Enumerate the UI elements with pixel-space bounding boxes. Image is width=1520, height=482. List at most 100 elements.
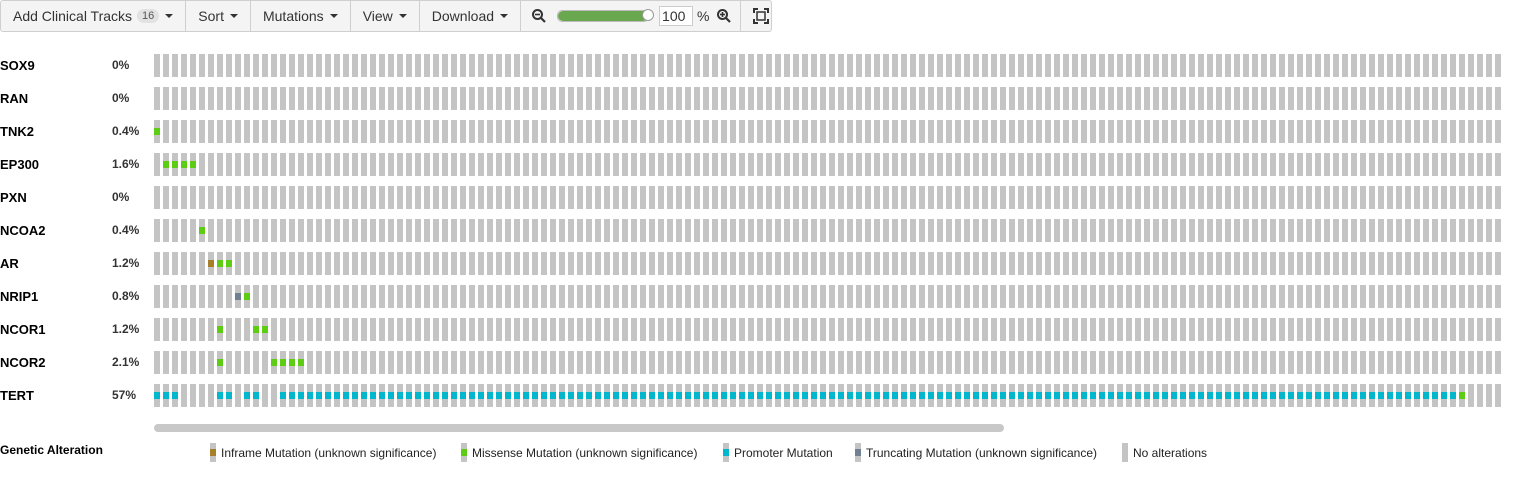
sample-cell[interactable] — [622, 384, 628, 407]
sample-cell[interactable] — [1252, 384, 1258, 407]
sample-cell[interactable] — [442, 318, 448, 341]
sample-cell[interactable] — [811, 384, 817, 407]
sample-cell[interactable] — [1153, 120, 1159, 143]
sample-cell[interactable] — [361, 186, 367, 209]
add-clinical-tracks-button[interactable]: Add Clinical Tracks 16 — [1, 1, 187, 31]
sample-cell[interactable] — [1171, 351, 1177, 374]
sample-cell[interactable] — [1207, 120, 1213, 143]
sample-cell[interactable] — [622, 120, 628, 143]
sample-cell[interactable] — [361, 285, 367, 308]
sample-cell[interactable] — [262, 351, 268, 374]
sample-cell[interactable] — [1387, 252, 1393, 275]
sample-cell[interactable] — [568, 285, 574, 308]
sample-cell[interactable] — [316, 384, 322, 407]
sample-cell[interactable] — [730, 54, 736, 77]
sample-cell[interactable] — [154, 219, 160, 242]
sample-cell[interactable] — [901, 351, 907, 374]
sample-cell[interactable] — [802, 252, 808, 275]
sample-cell[interactable] — [568, 384, 574, 407]
sample-cell[interactable] — [910, 54, 916, 77]
sample-cell[interactable] — [1351, 153, 1357, 176]
sample-cell[interactable] — [793, 54, 799, 77]
sample-cell[interactable] — [1333, 318, 1339, 341]
sample-cell[interactable] — [991, 87, 997, 110]
sample-cell[interactable] — [361, 351, 367, 374]
sample-cell[interactable] — [541, 186, 547, 209]
sample-cell[interactable] — [307, 186, 313, 209]
sample-cell[interactable] — [1369, 219, 1375, 242]
sample-cell[interactable] — [1423, 351, 1429, 374]
mutations-button[interactable]: Mutations — [251, 1, 351, 31]
sample-cell[interactable] — [1036, 285, 1042, 308]
sample-cell[interactable] — [1072, 186, 1078, 209]
sample-cell[interactable] — [649, 186, 655, 209]
sample-cell[interactable] — [703, 384, 709, 407]
sample-cell[interactable] — [226, 153, 232, 176]
sample-cell[interactable] — [1468, 384, 1474, 407]
sample-cell[interactable] — [568, 153, 574, 176]
sample-cell[interactable] — [820, 153, 826, 176]
sample-cell[interactable] — [1459, 351, 1465, 374]
sample-cell[interactable] — [982, 54, 988, 77]
sample-cell[interactable] — [460, 87, 466, 110]
sample-cell[interactable] — [766, 285, 772, 308]
sample-cell[interactable] — [991, 351, 997, 374]
sample-cell[interactable] — [460, 252, 466, 275]
sample-cell[interactable] — [811, 219, 817, 242]
sample-cell[interactable] — [1207, 186, 1213, 209]
sample-cell[interactable] — [172, 252, 178, 275]
sample-cell[interactable] — [982, 186, 988, 209]
sample-cell[interactable] — [244, 219, 250, 242]
view-button[interactable]: View — [351, 1, 420, 31]
sample-cell[interactable] — [433, 54, 439, 77]
sample-cell[interactable] — [1315, 120, 1321, 143]
sample-cell[interactable] — [235, 318, 241, 341]
sample-cell[interactable] — [613, 318, 619, 341]
sample-cell[interactable] — [1495, 120, 1501, 143]
sample-cell[interactable] — [964, 120, 970, 143]
sample-cell[interactable] — [1315, 186, 1321, 209]
sample-cell[interactable] — [325, 285, 331, 308]
sample-cell[interactable] — [1270, 153, 1276, 176]
sample-cell[interactable] — [235, 153, 241, 176]
sample-cell[interactable] — [658, 351, 664, 374]
sample-cell[interactable] — [1009, 252, 1015, 275]
sample-cell[interactable] — [1243, 318, 1249, 341]
sample-cell[interactable] — [469, 384, 475, 407]
sample-cell[interactable] — [1009, 54, 1015, 77]
sample-cell[interactable] — [892, 153, 898, 176]
sample-cell[interactable] — [874, 318, 880, 341]
sample-cell[interactable] — [334, 54, 340, 77]
sample-cell[interactable] — [883, 351, 889, 374]
sample-cell[interactable] — [1036, 120, 1042, 143]
sample-cell[interactable] — [1171, 252, 1177, 275]
sample-cell[interactable] — [685, 318, 691, 341]
sample-cell[interactable] — [721, 318, 727, 341]
sample-cell[interactable] — [415, 318, 421, 341]
sample-cell[interactable] — [550, 351, 556, 374]
sample-cell[interactable] — [775, 120, 781, 143]
sample-cell[interactable] — [712, 54, 718, 77]
sample-cell[interactable] — [595, 87, 601, 110]
sample-cell[interactable] — [379, 87, 385, 110]
sample-cell[interactable] — [928, 153, 934, 176]
sample-cell[interactable] — [523, 384, 529, 407]
sample-cell[interactable] — [352, 87, 358, 110]
sample-cell[interactable] — [1477, 120, 1483, 143]
zoom-to-fit-button[interactable] — [741, 1, 781, 31]
sample-cell[interactable] — [613, 219, 619, 242]
sample-cell[interactable] — [172, 351, 178, 374]
sample-cell[interactable] — [1351, 54, 1357, 77]
sample-cell[interactable] — [1216, 186, 1222, 209]
sample-cell[interactable] — [775, 384, 781, 407]
sample-cell[interactable] — [1144, 318, 1150, 341]
sample-cell[interactable] — [649, 384, 655, 407]
sample-cell[interactable] — [433, 153, 439, 176]
sample-cell[interactable] — [370, 54, 376, 77]
sample-cell[interactable] — [586, 252, 592, 275]
sample-cell[interactable] — [415, 153, 421, 176]
sample-cell[interactable] — [928, 219, 934, 242]
sample-cell[interactable] — [271, 351, 277, 374]
sample-cell[interactable] — [505, 285, 511, 308]
sample-cell[interactable] — [370, 285, 376, 308]
